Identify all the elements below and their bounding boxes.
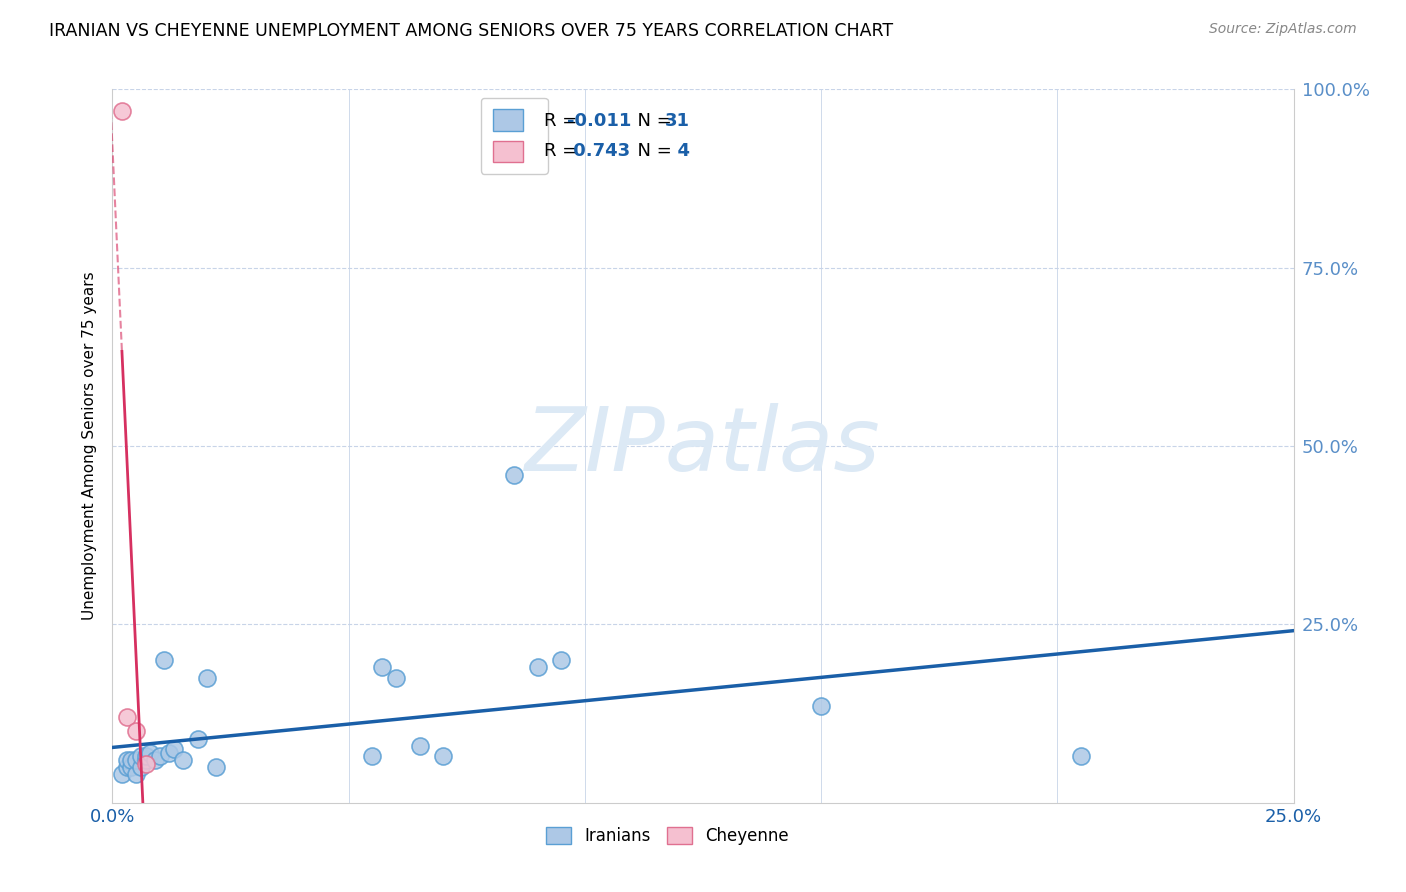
Text: Source: ZipAtlas.com: Source: ZipAtlas.com: [1209, 22, 1357, 37]
Point: [1070, 749, 1092, 764]
Point: [205, 760, 228, 774]
Text: IRANIAN VS CHEYENNE UNEMPLOYMENT AMONG SENIORS OVER 75 YEARS CORRELATION CHART: IRANIAN VS CHEYENNE UNEMPLOYMENT AMONG S…: [49, 22, 893, 40]
Point: [526, 660, 548, 674]
Text: 0.743: 0.743: [567, 142, 630, 160]
Point: [149, 749, 172, 764]
Point: [115, 710, 138, 724]
Point: [111, 103, 134, 118]
Text: 4: 4: [665, 142, 690, 160]
Text: R =: R =: [544, 112, 582, 130]
Point: [195, 671, 218, 685]
Point: [135, 756, 157, 771]
Point: [120, 753, 142, 767]
Point: [129, 760, 152, 774]
Point: [120, 760, 142, 774]
Point: [125, 767, 148, 781]
Text: N =: N =: [626, 112, 678, 130]
Point: [408, 739, 430, 753]
Text: R =: R =: [544, 142, 582, 160]
Point: [111, 767, 134, 781]
Point: [115, 760, 138, 774]
Point: [385, 671, 408, 685]
Point: [163, 742, 186, 756]
Y-axis label: Unemployment Among Seniors over 75 years: Unemployment Among Seniors over 75 years: [82, 272, 97, 620]
Text: N =: N =: [626, 142, 678, 160]
Point: [503, 467, 526, 482]
Point: [135, 753, 157, 767]
Point: [135, 749, 157, 764]
Point: [153, 653, 176, 667]
Point: [157, 746, 180, 760]
Point: [810, 699, 832, 714]
Point: [125, 724, 148, 739]
Point: [125, 753, 148, 767]
Legend: Iranians, Cheyenne: Iranians, Cheyenne: [540, 820, 796, 852]
Point: [115, 753, 138, 767]
Point: [129, 749, 152, 764]
Point: [172, 753, 194, 767]
Point: [361, 749, 384, 764]
Point: [139, 746, 162, 760]
Point: [371, 660, 394, 674]
Text: 31: 31: [665, 112, 690, 130]
Point: [432, 749, 454, 764]
Text: -0.011: -0.011: [567, 112, 631, 130]
Point: [143, 753, 166, 767]
Point: [550, 653, 572, 667]
Text: ZIPatlas: ZIPatlas: [526, 403, 880, 489]
Point: [186, 731, 208, 746]
